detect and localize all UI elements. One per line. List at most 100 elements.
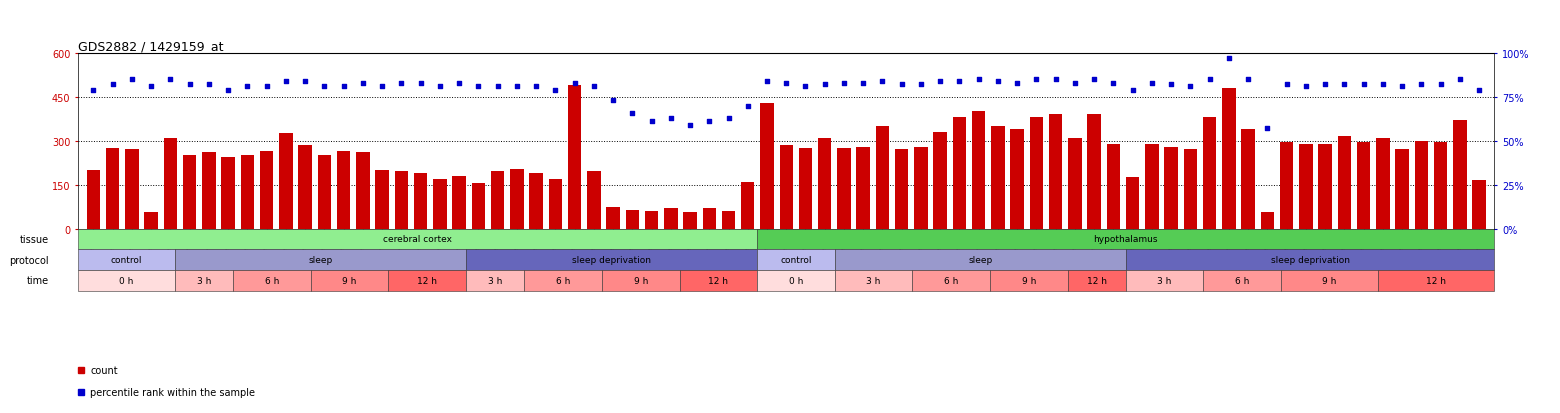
Bar (702, 209, 716, 229)
Point (1062, 80, 1087, 87)
Bar (1260, 213, 1275, 229)
Point (889, 82, 914, 88)
Bar (835, 250, 1126, 271)
Bar (856, 147, 870, 229)
Bar (529, 173, 543, 229)
Point (870, 78, 895, 85)
Bar (524, 271, 602, 291)
Bar (722, 211, 735, 229)
Point (640, 119, 665, 126)
Bar (1242, 130, 1254, 229)
Point (1293, 84, 1318, 90)
Bar (665, 209, 677, 229)
Bar (466, 271, 524, 291)
Point (1197, 77, 1221, 83)
Text: 0 h: 0 h (119, 276, 134, 285)
Text: sleep deprivation: sleep deprivation (573, 256, 651, 265)
Point (1448, 77, 1473, 83)
Text: time: time (27, 276, 48, 286)
Point (1044, 77, 1069, 83)
Bar (1357, 143, 1370, 229)
Point (792, 84, 817, 90)
Bar (933, 133, 947, 229)
Bar (1164, 147, 1178, 229)
Point (524, 84, 549, 90)
Text: 3 h: 3 h (488, 276, 502, 285)
Text: tissue: tissue (20, 235, 48, 244)
Bar (741, 182, 755, 229)
Bar (953, 118, 966, 229)
Bar (835, 271, 913, 291)
Point (850, 80, 875, 87)
Point (658, 115, 683, 122)
Bar (1221, 89, 1236, 229)
Point (1139, 80, 1164, 87)
Text: 12 h: 12 h (1087, 276, 1106, 285)
Bar (510, 169, 524, 229)
Text: 12 h: 12 h (708, 276, 729, 285)
Bar (203, 153, 215, 229)
Bar (602, 271, 680, 291)
Bar (145, 213, 158, 229)
Bar (1377, 271, 1494, 291)
Bar (234, 271, 310, 291)
Point (1390, 84, 1415, 90)
Text: hypothalamus: hypothalamus (1094, 235, 1158, 244)
Bar (1318, 144, 1332, 229)
Point (601, 98, 626, 104)
Bar (895, 150, 908, 229)
Point (543, 87, 568, 94)
Bar (757, 271, 835, 291)
Point (716, 115, 741, 122)
Bar (780, 146, 792, 229)
Bar (913, 271, 991, 291)
Point (1178, 84, 1203, 90)
Point (1236, 77, 1260, 83)
Text: GDS2882 / 1429159_at: GDS2882 / 1429159_at (78, 40, 223, 52)
Bar (1011, 130, 1023, 229)
Point (1332, 82, 1357, 88)
Bar (1126, 271, 1203, 291)
Bar (991, 127, 1005, 229)
Bar (337, 152, 351, 229)
Point (331, 84, 356, 90)
Point (1370, 82, 1395, 88)
Point (466, 84, 491, 90)
Text: control: control (111, 256, 142, 265)
Bar (799, 149, 813, 229)
Bar (644, 211, 658, 229)
Bar (817, 138, 831, 229)
Point (504, 84, 529, 90)
Bar (1069, 138, 1081, 229)
Point (755, 78, 780, 85)
Bar (1203, 118, 1217, 229)
Point (1081, 77, 1106, 83)
Bar (757, 229, 1494, 250)
Text: 3 h: 3 h (1158, 276, 1172, 285)
Bar (240, 156, 254, 229)
Text: 9 h: 9 h (1022, 276, 1036, 285)
Text: sleep: sleep (309, 256, 332, 265)
Bar (1473, 181, 1485, 229)
Bar (106, 149, 120, 229)
Bar (1184, 150, 1197, 229)
Text: 12 h: 12 h (1426, 276, 1446, 285)
Point (1466, 87, 1491, 94)
Point (947, 78, 972, 85)
Point (370, 84, 395, 90)
Point (831, 80, 856, 87)
Bar (991, 271, 1067, 291)
Text: 12 h: 12 h (417, 276, 437, 285)
Point (236, 84, 261, 90)
Bar (175, 271, 234, 291)
Bar (434, 179, 446, 229)
Text: 6 h: 6 h (944, 276, 958, 285)
Point (446, 80, 471, 87)
Bar (471, 184, 485, 229)
Bar (549, 179, 562, 229)
Point (215, 87, 240, 94)
Point (1005, 80, 1030, 87)
Bar (757, 250, 835, 271)
Bar (395, 172, 409, 229)
Point (774, 80, 799, 87)
